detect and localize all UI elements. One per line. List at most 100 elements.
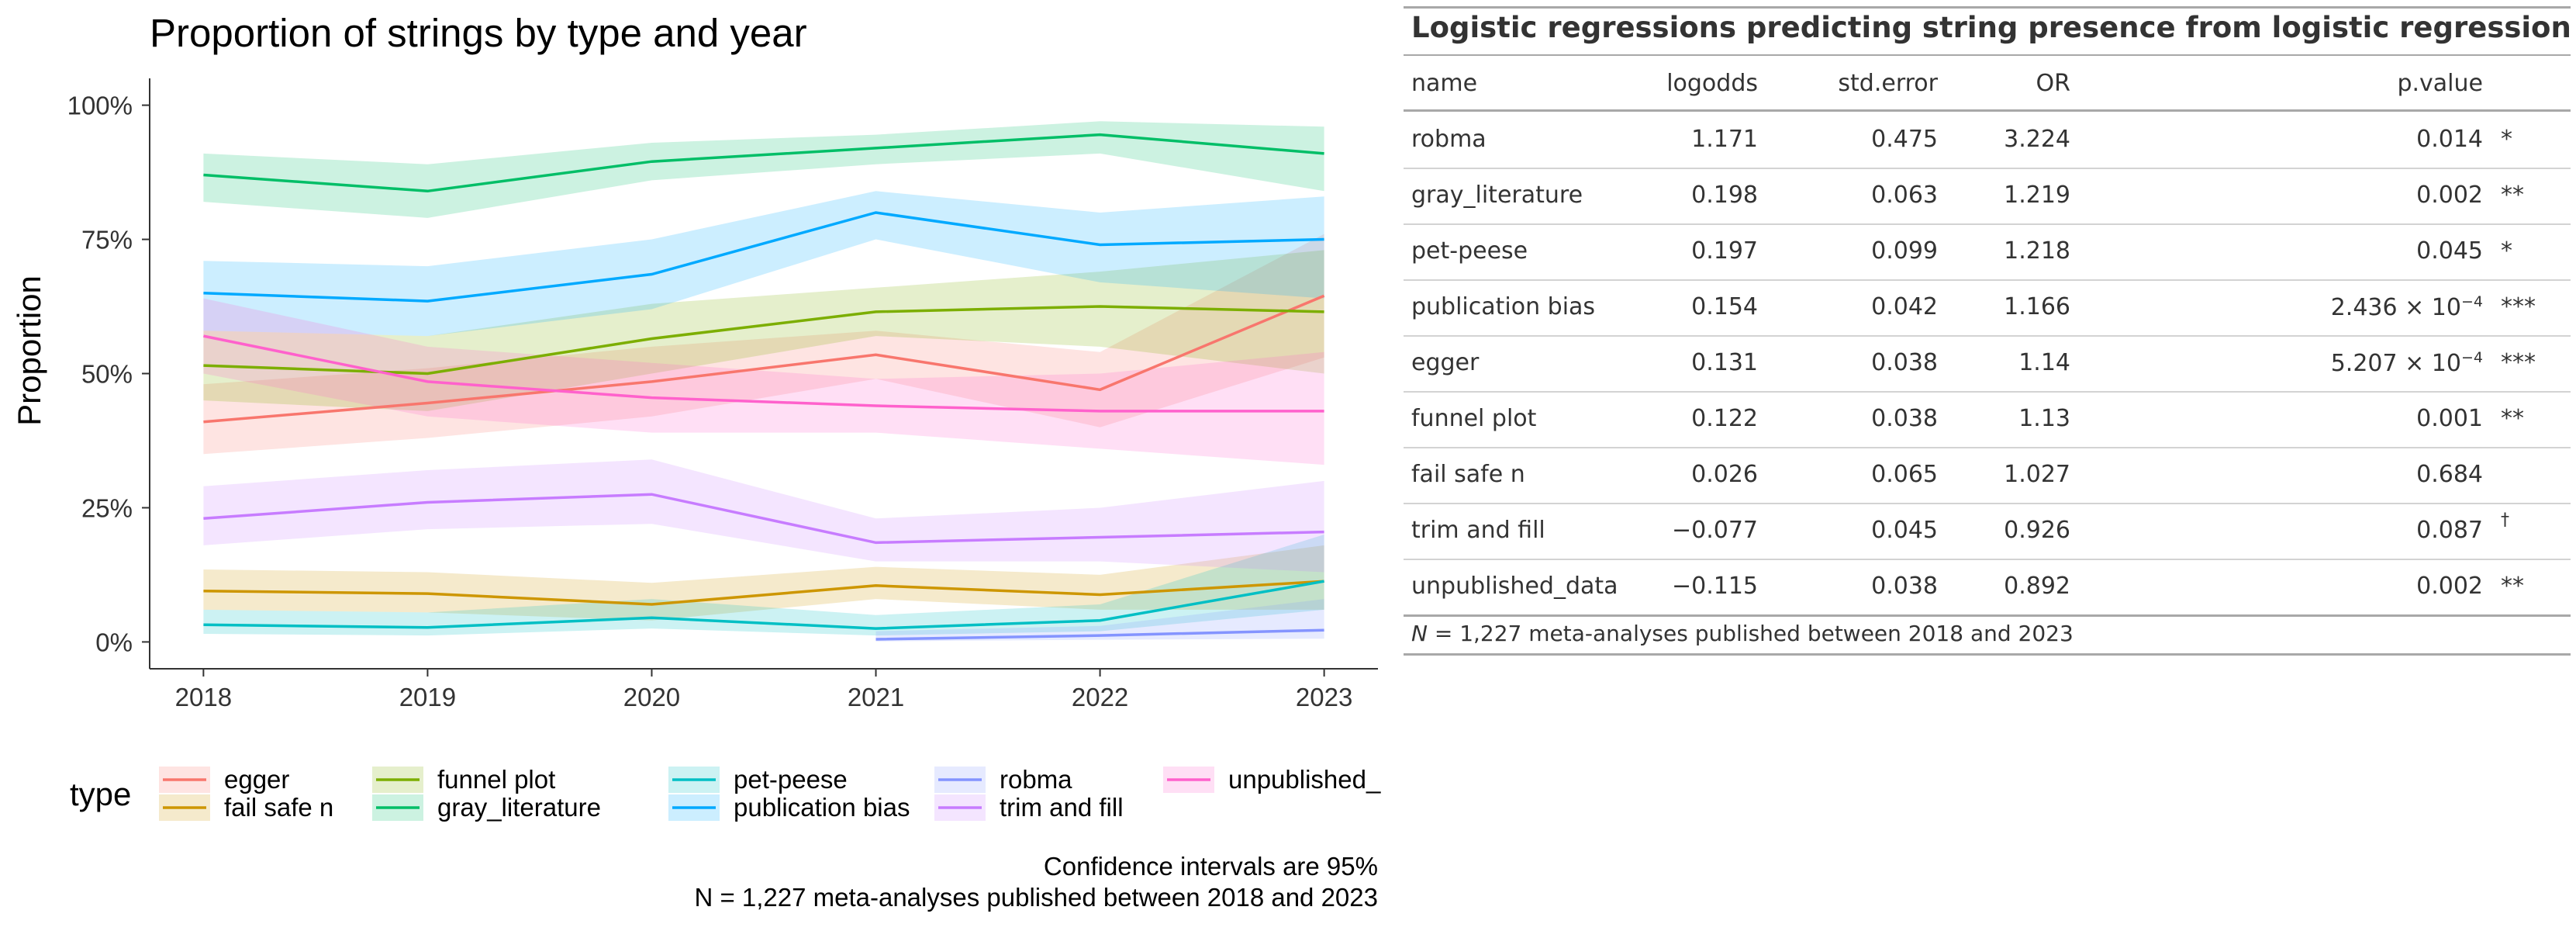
series-line-0 [203, 294, 1325, 424]
table-cell-or: 1.166 [2004, 293, 2070, 320]
confidence-bands [203, 121, 1324, 642]
table-header-logodds: logodds [1666, 70, 1758, 97]
line-chart-panel: Proportion of strings by type and year P… [11, 11, 1381, 912]
p-value-exponent: −4 [2460, 293, 2483, 310]
table-cell-significance: *** [2501, 293, 2536, 320]
table-row-rule [1404, 391, 2571, 393]
y-tick-label-3: 75% [81, 226, 133, 254]
confidence-band-0 [203, 234, 1324, 455]
y-tick-label-4: 100% [67, 92, 133, 120]
table-cell-name: fail safe n [1411, 461, 1525, 488]
table-header-rule [1404, 109, 2571, 112]
table-cell-logodds: 0.131 [1691, 349, 1758, 376]
table-cell-std-error: 0.045 [1871, 517, 1938, 544]
footnote-n: N [1411, 621, 1428, 646]
table-cell-or: 0.892 [2004, 573, 2070, 600]
table-cell-name: robma [1411, 126, 1487, 153]
line-chart: Proportion of strings by type and year P… [11, 11, 1381, 912]
table-cell-significance: *** [2501, 349, 2536, 376]
table-row-rule [1404, 223, 2571, 225]
table-cell-significance: † [2501, 510, 2509, 530]
table-cell-significance: ** [2501, 182, 2524, 209]
table-footnote: N = 1,227 meta-analyses published betwee… [1411, 621, 2074, 646]
table-cell-or: 3.224 [2004, 126, 2070, 153]
confidence-band-7 [203, 459, 1324, 573]
table-cell-name: funnel plot [1411, 405, 1537, 432]
legend-label-2: funnel plot [437, 765, 555, 794]
table-cell-name: unpublished_data [1411, 573, 1618, 600]
legend-label-3: gray_literature [437, 793, 601, 822]
table-cell-or: 1.219 [2004, 182, 2070, 209]
table-cell-or: 1.13 [2018, 405, 2070, 432]
legend-label-5: publication bias [734, 793, 910, 822]
table-cell-std-error: 0.065 [1871, 461, 1938, 488]
table-row-rule [1404, 614, 2571, 617]
table-cell-or: 1.027 [2004, 461, 2070, 488]
series-lines [203, 133, 1325, 641]
x-tick-label-1: 2019 [399, 683, 456, 711]
y-axis-title: Proportion [11, 275, 47, 426]
table-cell-p-value: 0.684 [2416, 461, 2483, 488]
table-cell-logodds: 0.198 [1691, 182, 1758, 209]
table-cell-std-error: 0.042 [1871, 293, 1938, 320]
table-cell-or: 0.926 [2004, 517, 2070, 544]
table-top-rule [1404, 6, 2571, 9]
table-cell-logodds: −0.115 [1671, 573, 1758, 600]
table-title: Logistic regressions predicting string p… [1411, 11, 2576, 44]
table-row-rule [1404, 168, 2571, 169]
series-line-8 [203, 334, 1324, 413]
legend-label-7: trim and fill [1000, 793, 1124, 822]
table-cell-std-error: 0.099 [1871, 237, 1938, 265]
chart-title: Proportion of strings by type and year [150, 11, 807, 55]
table-cell-std-error: 0.038 [1871, 349, 1938, 376]
legend-label-0: egger [224, 765, 289, 794]
x-tick-label-0: 2018 [175, 683, 232, 711]
table-cell-logodds: 0.122 [1691, 405, 1758, 432]
x-tick-label-2: 2020 [623, 683, 680, 711]
table-cell-or: 1.14 [2018, 349, 2070, 376]
confidence-band-4 [203, 535, 1324, 636]
series-line-6 [875, 628, 1324, 641]
legend-label-1: fail safe n [224, 793, 333, 822]
series-line-2 [203, 305, 1324, 376]
caption-line-2: N = 1,227 meta-analyses published betwee… [694, 883, 1378, 912]
x-tick-label-5: 2023 [1296, 683, 1352, 711]
table-cell-p-value: 0.002 [2416, 182, 2483, 209]
axes: 0% 25% 50% 75% 100% 2018 2019 2020 2021 2022 2023 [67, 78, 1378, 711]
table-cell-or: 1.218 [2004, 237, 2070, 265]
table-cell-p-value: 5.207 × 10−4 [2330, 349, 2483, 377]
table-cell-significance: * [2501, 126, 2512, 153]
table-cell-std-error: 0.038 [1871, 405, 1938, 432]
confidence-band-2 [203, 250, 1324, 411]
table-cell-logodds: −0.077 [1671, 517, 1758, 544]
x-tick-label-3: 2021 [848, 683, 904, 711]
table-cell-p-value: 0.045 [2416, 237, 2483, 265]
p-value-exponent: −4 [2460, 349, 2483, 366]
table-cell-significance: ** [2501, 405, 2524, 432]
series-line-7 [203, 493, 1324, 545]
confidence-band-6 [875, 599, 1324, 642]
table-header-p-value: p.value [2397, 70, 2483, 97]
table-header-std-error: std.error [1838, 70, 1938, 97]
table-cell-p-value: 0.001 [2416, 405, 2483, 432]
table-row-rule [1404, 279, 2571, 281]
x-tick-label-4: 2022 [1072, 683, 1128, 711]
table-cell-logodds: 0.026 [1691, 461, 1758, 488]
footnote-text: = 1,227 meta-analyses published between … [1427, 621, 2074, 646]
table-cell-name: gray_literature [1411, 182, 1583, 209]
table-cell-name: pet-peese [1411, 237, 1528, 265]
table-cell-std-error: 0.475 [1871, 126, 1938, 153]
table-row-rule [1404, 335, 2571, 337]
y-tick-label-0: 0% [95, 628, 133, 656]
table-bottom-rule [1404, 653, 2571, 656]
y-tick-label-1: 25% [81, 493, 133, 522]
series-line-1 [203, 580, 1324, 606]
table-cell-significance: * [2501, 237, 2512, 265]
table-cell-logodds: 0.154 [1691, 293, 1758, 320]
table-cell-p-value: 0.002 [2416, 573, 2483, 600]
table-cell-p-value: 0.087 [2416, 517, 2483, 544]
table-cell-name: publication bias [1411, 293, 1596, 320]
legend-label-4: pet-peese [734, 765, 848, 794]
table-cell-std-error: 0.038 [1871, 573, 1938, 600]
caption-line-1: Confidence intervals are 95% [1044, 852, 1378, 881]
